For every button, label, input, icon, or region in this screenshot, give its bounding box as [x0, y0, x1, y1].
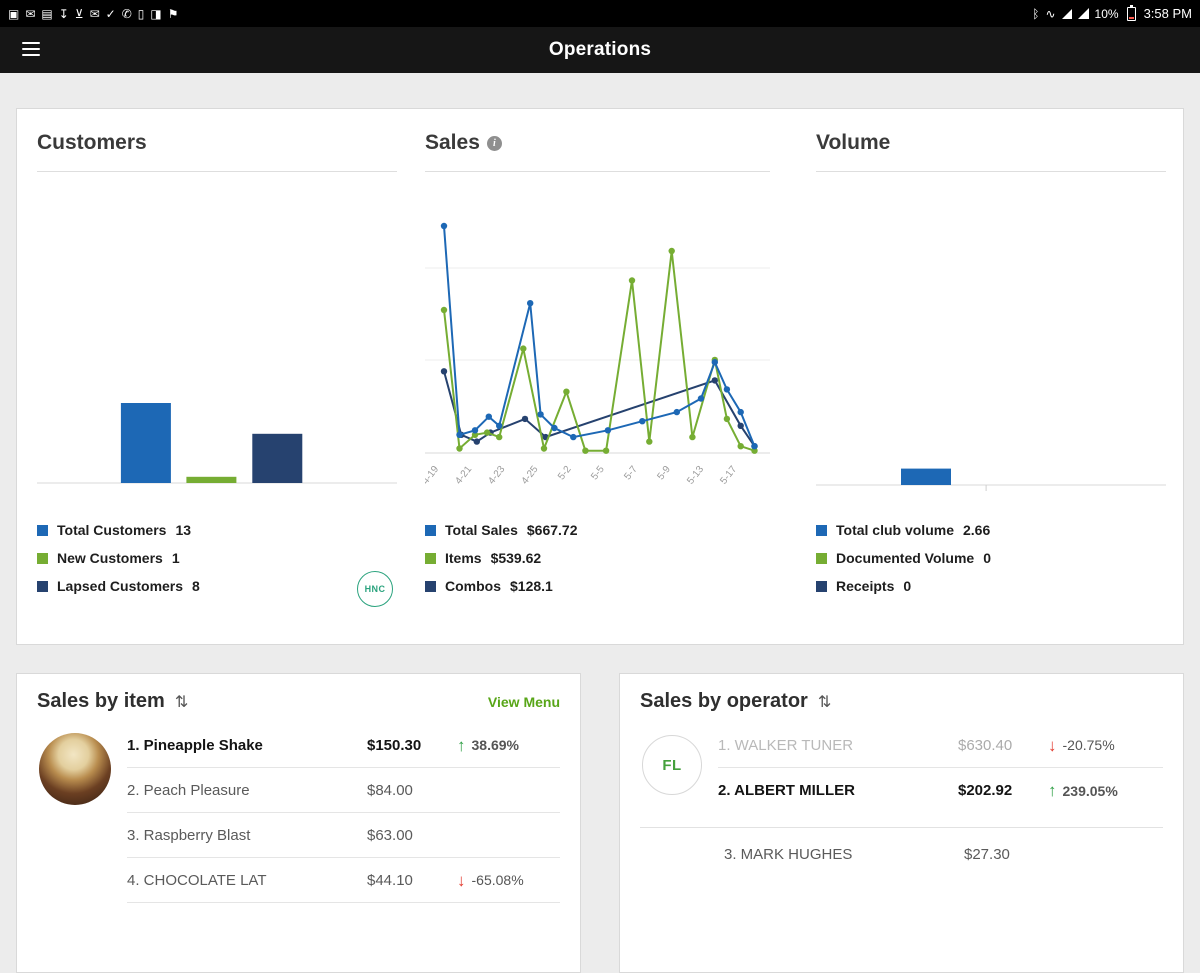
app-bar: Operations	[0, 27, 1200, 73]
wifi-icon	[1061, 8, 1072, 19]
svg-text:4-25: 4-25	[520, 464, 541, 487]
operator-avatar: FL	[642, 735, 702, 795]
svg-text:4-21: 4-21	[453, 464, 474, 487]
svg-text:5-5: 5-5	[589, 464, 607, 483]
flag-icon: ⚑	[167, 6, 179, 21]
battery-icon	[1126, 4, 1136, 21]
sort-icon[interactable]: ⇅	[174, 693, 189, 711]
item-row[interactable]: 2. Peach Pleasure $84.00	[127, 768, 560, 813]
legend-item[interactable]: Items $539.62	[425, 544, 770, 572]
menu-button[interactable]	[22, 42, 40, 56]
bottom-row: Sales by item ⇅ View Menu 1. Pineapple S…	[16, 673, 1184, 973]
legend-swatch	[37, 580, 48, 592]
sales-title: Sales	[425, 131, 480, 154]
sales-by-operator-title: Sales by operator	[640, 690, 808, 712]
volume-title: Volume	[816, 131, 891, 154]
operator-row[interactable]: 1. WALKER TUNER $630.40 ↓ -20.75%	[718, 723, 1163, 768]
legend-item[interactable]: Receipts 0	[816, 572, 1166, 600]
svg-text:5-17: 5-17	[718, 464, 739, 487]
info-icon[interactable]: i	[486, 135, 502, 151]
checkmark-icon: ✓	[105, 6, 116, 21]
vibrate-icon: ∿	[1045, 6, 1056, 21]
sales-panel: Sales i 4-19 4-21 4-23 4-25 5-2 5-5 5-7 5-9 5-13…	[425, 131, 770, 606]
change-indicator: ↑ 239.05%	[1048, 781, 1118, 800]
operator-rows-extra: 3. MARK HUGHES $27.30	[724, 828, 1163, 880]
legend-item[interactable]: Total Customers 13	[37, 516, 397, 544]
svg-text:5-7: 5-7	[622, 464, 640, 483]
volume-bar-chart	[816, 468, 1166, 491]
svg-text:5-9: 5-9	[655, 464, 673, 483]
bluetooth-icon: ᛒ	[1032, 6, 1040, 21]
legend-item[interactable]: Combos $128.1	[425, 572, 770, 600]
legend-item[interactable]: Documented Volume 0	[816, 544, 1166, 572]
legend-swatch	[37, 524, 48, 536]
sort-icon[interactable]: ⇅	[817, 693, 832, 711]
legend-item[interactable]: New Customers 1	[37, 544, 397, 572]
item-rows: 1. Pineapple Shake $150.30 ↑ 38.69% 2. P…	[127, 723, 560, 903]
customers-panel: Customers Total Customers 13 New Custome…	[37, 131, 397, 607]
sales-by-operator-card: Sales by operator ⇅ FL 1. WALKER TUNER $…	[619, 673, 1184, 973]
operator-rows: 1. WALKER TUNER $630.40 ↓ -20.75% 2. ALB…	[718, 723, 1163, 813]
system-status-icons: ᛒ ∿ 10% 3:58 PM	[1032, 4, 1192, 21]
change-indicator: ↓ -65.08%	[457, 870, 524, 890]
sales-line-chart: 4-19 4-21 4-23 4-25 5-2 5-5 5-7 5-9 5-13 5-17	[425, 222, 770, 487]
change-indicator: ↑ 38.69%	[457, 735, 519, 755]
phone-icon: ✆	[121, 6, 132, 21]
operator-row[interactable]: 3. MARK HUGHES $27.30	[724, 845, 1010, 863]
legend-swatch	[425, 524, 436, 536]
legend-swatch	[816, 524, 827, 536]
legend-swatch	[37, 552, 48, 564]
battery-percent: 10%	[1094, 6, 1119, 21]
sim-icon: ▯	[137, 6, 145, 21]
customers-title: Customers	[37, 131, 147, 154]
operator-row[interactable]: 2. ALBERT MILLER $202.92 ↑ 239.05%	[718, 781, 1118, 800]
gallery-icon: ▤	[41, 6, 53, 21]
page-title: Operations	[548, 39, 652, 60]
email-icon: ✉	[25, 6, 36, 21]
change-arrow-icon: ↑	[457, 735, 466, 755]
customers-bar-chart	[37, 403, 397, 484]
customers-legend: Total Customers 13 New Customers 1 Lapse…	[37, 516, 397, 600]
item-row[interactable]: 1. Pineapple Shake $150.30 ↑ 38.69%	[127, 723, 560, 768]
change-arrow-icon: ↓	[1048, 735, 1057, 755]
divider	[640, 827, 1163, 828]
status-bar: ▣ ✉ ▤ ↧ ⊻ ✉ ✓ ✆ ▯ ◨ ⚑ ᛒ ∿ 10% 3:58 PM	[0, 0, 1200, 27]
volume-panel: Volume Total club volume 2.66 Documented…	[816, 131, 1166, 606]
signal-icon	[1077, 8, 1089, 19]
app-notification-icon: ◨	[150, 6, 162, 21]
clock: 3:58 PM	[1143, 6, 1192, 21]
change-arrow-icon: ↑	[1048, 781, 1057, 800]
sales-by-item-card: Sales by item ⇅ View Menu 1. Pineapple S…	[16, 673, 581, 973]
volume-legend: Total club volume 2.66 Documented Volume…	[816, 516, 1166, 600]
item-photo	[39, 733, 111, 805]
update-icon: ⊻	[74, 6, 84, 21]
notification-icons: ▣ ✉ ▤ ↧ ⊻ ✉ ✓ ✆ ▯ ◨ ⚑	[8, 8, 179, 20]
legend-item[interactable]: Total club volume 2.66	[816, 516, 1166, 544]
item-row[interactable]: 4. CHOCOLATE LAT $44.10 ↓ -65.08%	[127, 858, 560, 903]
screenshot-icon: ▣	[8, 6, 20, 21]
legend-swatch	[425, 580, 436, 592]
svg-text:4-23: 4-23	[486, 464, 507, 487]
message-icon: ✉	[89, 6, 100, 21]
svg-text:5-13: 5-13	[685, 464, 706, 487]
legend-swatch	[425, 552, 436, 564]
overview-card: Customers Total Customers 13 New Custome…	[16, 108, 1184, 645]
change-arrow-icon: ↓	[457, 870, 466, 890]
legend-swatch	[816, 552, 827, 564]
item-row[interactable]: 3. Raspberry Blast $63.00	[127, 813, 560, 858]
view-menu-link[interactable]: View Menu	[487, 693, 560, 710]
sales-by-item-title: Sales by item	[37, 690, 165, 712]
legend-item[interactable]: Total Sales $667.72	[425, 516, 770, 544]
svg-text:5-2: 5-2	[556, 464, 574, 483]
hnc-badge[interactable]: HNC	[357, 571, 393, 607]
sales-legend: Total Sales $667.72 Items $539.62 Combos…	[425, 516, 770, 600]
legend-item[interactable]: Lapsed Customers 8	[37, 572, 397, 600]
download-icon: ↧	[58, 6, 69, 21]
change-indicator: ↓ -20.75%	[1048, 735, 1115, 755]
legend-swatch	[816, 580, 827, 592]
svg-text:4-19: 4-19	[425, 464, 441, 487]
